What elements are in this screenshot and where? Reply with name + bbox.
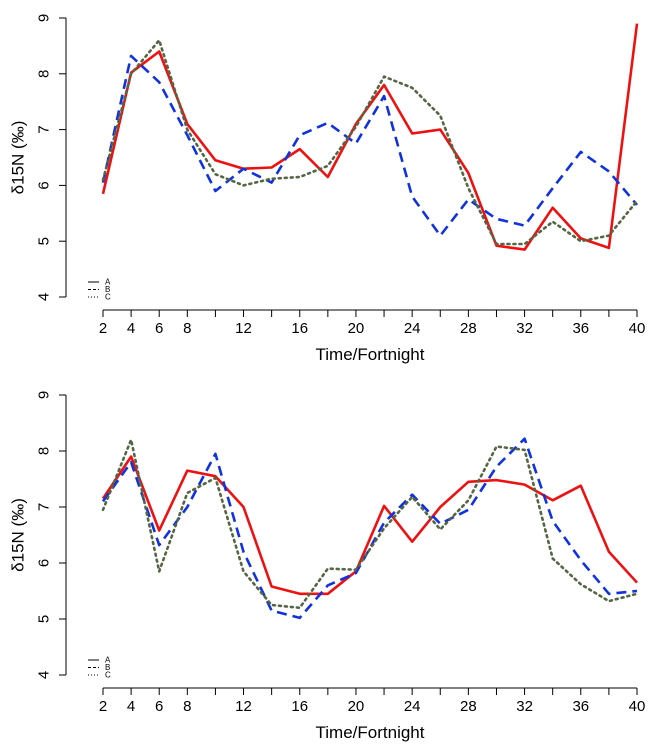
legend-label: C xyxy=(105,293,111,302)
y-tick-label: 8 xyxy=(36,70,53,78)
y-tick-label: 8 xyxy=(36,447,53,455)
x-tick-label: 32 xyxy=(516,320,533,337)
legend-label: A xyxy=(105,656,111,665)
x-tick-label: 24 xyxy=(404,320,421,337)
legend-label: B xyxy=(105,663,110,672)
series-line-b xyxy=(101,54,638,237)
y-tick-label: 7 xyxy=(36,503,53,511)
y-axis-label: δ15N (‰) xyxy=(9,498,28,572)
x-tick-label: 2 xyxy=(99,320,107,337)
y-tick-label: 5 xyxy=(36,615,53,623)
x-tick-label: 32 xyxy=(516,698,533,715)
legend-label: A xyxy=(105,278,111,287)
x-axis-label: Time/Fortnight xyxy=(316,345,425,364)
x-tick-label: 8 xyxy=(183,320,191,337)
x-tick-label: 28 xyxy=(460,320,477,337)
x-tick-label: 36 xyxy=(572,698,589,715)
y-tick-label: 7 xyxy=(36,125,53,133)
legend-label: C xyxy=(105,671,111,680)
series-line-b xyxy=(101,437,638,620)
x-tick-label: 20 xyxy=(348,320,365,337)
x-tick-label: 40 xyxy=(629,320,646,337)
series-line-c xyxy=(101,438,639,610)
y-axis-label: δ15N (‰) xyxy=(9,121,28,195)
series-line-a xyxy=(101,455,638,596)
legend-label: B xyxy=(105,285,110,294)
x-axis-label: Time/Fortnight xyxy=(316,723,425,742)
y-tick-label: 4 xyxy=(36,293,53,301)
x-tick-label: 6 xyxy=(155,698,163,715)
x-tick-label: 28 xyxy=(460,698,477,715)
series-line-c xyxy=(101,38,639,246)
y-tick-label: 9 xyxy=(36,14,53,22)
x-tick-label: 16 xyxy=(291,320,308,337)
x-tick-label: 4 xyxy=(127,320,135,337)
x-tick-label: 12 xyxy=(235,320,252,337)
y-tick-label: 6 xyxy=(36,181,53,189)
y-tick-label: 9 xyxy=(36,391,53,399)
x-tick-label: 20 xyxy=(348,698,365,715)
y-tick-label: 6 xyxy=(36,559,53,567)
x-tick-label: 8 xyxy=(183,698,191,715)
x-tick-label: 2 xyxy=(99,698,107,715)
x-tick-label: 6 xyxy=(155,320,163,337)
x-tick-label: 24 xyxy=(404,698,421,715)
x-tick-label: 4 xyxy=(127,698,135,715)
x-tick-label: 16 xyxy=(291,698,308,715)
series-line-a xyxy=(101,23,639,251)
y-tick-label: 4 xyxy=(36,671,53,679)
x-tick-label: 36 xyxy=(572,320,589,337)
x-tick-label: 12 xyxy=(235,698,252,715)
y-tick-label: 5 xyxy=(36,237,53,245)
x-tick-label: 40 xyxy=(629,698,646,715)
